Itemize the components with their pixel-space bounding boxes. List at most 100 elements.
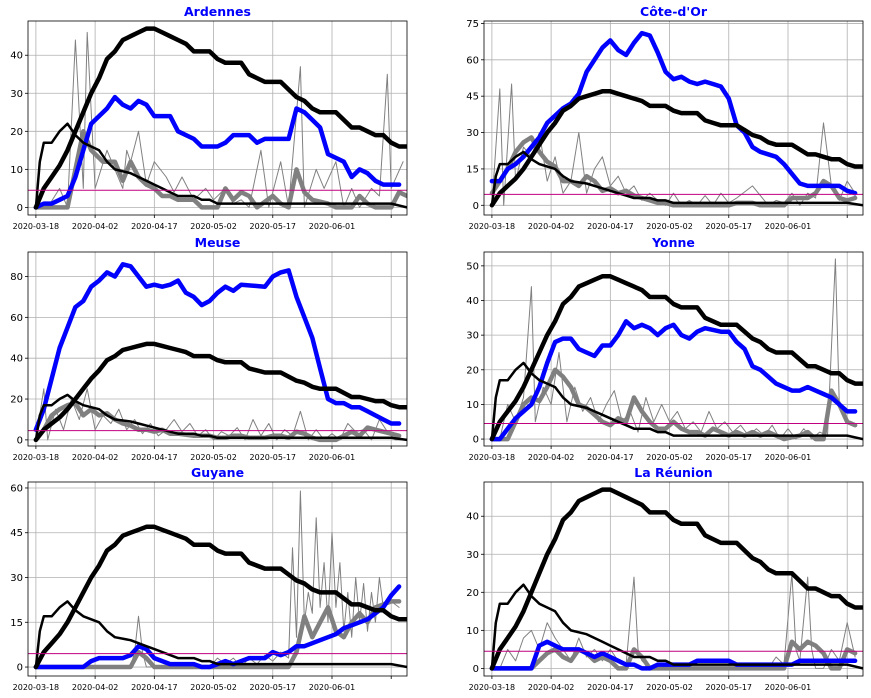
- y-tick-label: 40: [466, 512, 479, 523]
- y-tick-label: 80: [10, 272, 23, 283]
- series-line-thick-gray: [489, 639, 858, 671]
- chart-title: Guyane: [191, 465, 244, 480]
- y-tick-label: 0: [473, 435, 479, 446]
- y-tick-label: 40: [466, 296, 479, 307]
- x-tick-label: 2020-06-01: [309, 453, 356, 462]
- x-tick-label: 2020-05-17: [250, 683, 297, 692]
- y-tick-label: 0: [17, 435, 23, 446]
- x-tick-label: 2020-04-17: [587, 683, 634, 692]
- y-tick-label: 30: [10, 89, 23, 100]
- chart-title: Ardennes: [184, 4, 251, 19]
- series-line-medium-black: [34, 393, 407, 442]
- chart-title: La Réunion: [634, 465, 712, 480]
- chart-panel-2: 0 20 40 60 80 2020-03-18 2020-04-02 2020-04-17 2…: [10, 235, 408, 462]
- series-line-thick-black: [489, 274, 863, 442]
- y-tick-label: 30: [466, 550, 479, 561]
- y-tick-label: 30: [466, 331, 479, 342]
- y-tick-label: 75: [466, 19, 479, 30]
- x-tick-label: 2020-05-02: [646, 222, 693, 231]
- series-line-thick-gray: [33, 599, 402, 670]
- x-tick-label: 2020-03-18: [469, 683, 516, 692]
- series-line-medium-black: [34, 600, 407, 669]
- y-tick-label: 0: [17, 203, 23, 214]
- y-tick-label: 15: [10, 618, 23, 629]
- x-tick-label: 2020-06-01: [309, 683, 356, 692]
- y-tick-label: 60: [10, 313, 23, 324]
- axes-frame: [483, 481, 864, 677]
- series-line-thick-black: [489, 89, 863, 208]
- x-tick-label: 2020-05-17: [250, 453, 297, 462]
- x-tick-label: 2020-05-02: [646, 453, 693, 462]
- series-line-thin-gray: [491, 83, 856, 206]
- y-tick-label: 50: [466, 261, 479, 272]
- chart-title: Côte-d'Or: [640, 4, 708, 19]
- series-line-thick-black: [489, 487, 863, 671]
- series-line-medium-black: [490, 150, 863, 207]
- x-tick-label: 2020-03-18: [13, 222, 60, 231]
- chart-panel-3: 0 10 20 30 40 50 2020-03-18 2020-04-02 2020-04-1…: [466, 235, 864, 462]
- axes-frame: [483, 251, 864, 447]
- x-tick-label: 2020-03-18: [13, 453, 60, 462]
- series-line-thin-gray: [35, 490, 400, 668]
- y-tick-label: 10: [10, 165, 23, 176]
- series-line-thick-blue: [489, 30, 858, 196]
- x-tick-label: 2020-06-01: [309, 222, 356, 231]
- x-tick-label: 2020-04-02: [528, 453, 575, 462]
- y-tick-label: 20: [466, 588, 479, 599]
- series-line-thick-black: [33, 26, 407, 210]
- chart-panel-1: 0 15 30 45 60 75 2020-03-18 2020-04-02 2020-04-1…: [466, 4, 864, 231]
- x-tick-label: 2020-04-17: [131, 222, 178, 231]
- series-line-thick-blue: [33, 262, 402, 432]
- y-tick-label: 10: [466, 400, 479, 411]
- y-tick-label: 10: [466, 626, 479, 637]
- y-tick-label: 30: [466, 128, 479, 139]
- x-tick-label: 2020-05-17: [706, 683, 753, 692]
- x-tick-label: 2020-05-02: [646, 683, 693, 692]
- chart-title: Yonne: [651, 235, 695, 250]
- y-tick-label: 60: [10, 483, 23, 494]
- y-tick-label: 60: [466, 55, 479, 66]
- series-line-thick-blue: [489, 319, 858, 442]
- chart-title: Meuse: [195, 235, 241, 250]
- x-tick-label: 2020-05-02: [190, 683, 237, 692]
- series-line-thick-blue: [33, 584, 402, 670]
- series-line-medium-black: [34, 122, 407, 209]
- plot-area: [489, 258, 863, 442]
- plot-area: [489, 487, 863, 671]
- series-line-thick-gray: [33, 129, 407, 210]
- y-tick-label: 30: [10, 573, 23, 584]
- series-line-thick-blue: [489, 639, 858, 671]
- y-tick-label: 20: [466, 365, 479, 376]
- series-line-thick-gray: [489, 135, 858, 208]
- axes-frame: [27, 251, 408, 447]
- series-line-thin-gray: [491, 258, 856, 440]
- x-tick-label: 2020-05-02: [190, 222, 237, 231]
- x-tick-label: 2020-05-17: [250, 222, 297, 231]
- x-tick-label: 2020-06-01: [765, 453, 812, 462]
- plot-area: [33, 262, 407, 443]
- y-tick-label: 45: [10, 528, 23, 539]
- x-tick-label: 2020-04-02: [528, 222, 575, 231]
- x-tick-label: 2020-04-17: [131, 453, 178, 462]
- x-tick-label: 2020-05-17: [706, 222, 753, 231]
- series-line-thick-black: [33, 524, 407, 670]
- series-line-medium-black: [490, 583, 863, 670]
- x-tick-label: 2020-05-02: [190, 453, 237, 462]
- x-tick-label: 2020-03-18: [469, 453, 516, 462]
- series-line-thick-blue: [33, 94, 402, 210]
- series-line-medium-black: [490, 361, 863, 441]
- x-tick-label: 2020-03-18: [13, 683, 60, 692]
- plot-area: [33, 490, 407, 670]
- series-line-thick-gray: [33, 400, 402, 443]
- chart-panel-0: 0 10 20 30 40 2020-03-18 2020-04-02 2020-04-17 2…: [10, 4, 408, 231]
- y-tick-label: 40: [10, 51, 23, 62]
- x-tick-label: 2020-04-02: [528, 683, 575, 692]
- chart-panel-5: 0 10 20 30 40 2020-03-18 2020-04-02 2020-04-17 2…: [466, 465, 864, 692]
- x-tick-label: 2020-03-18: [469, 222, 516, 231]
- y-tick-label: 0: [473, 664, 479, 675]
- x-tick-label: 2020-04-17: [131, 683, 178, 692]
- y-tick-label: 20: [10, 395, 23, 406]
- plot-area: [489, 30, 863, 208]
- axes-frame: [27, 481, 408, 677]
